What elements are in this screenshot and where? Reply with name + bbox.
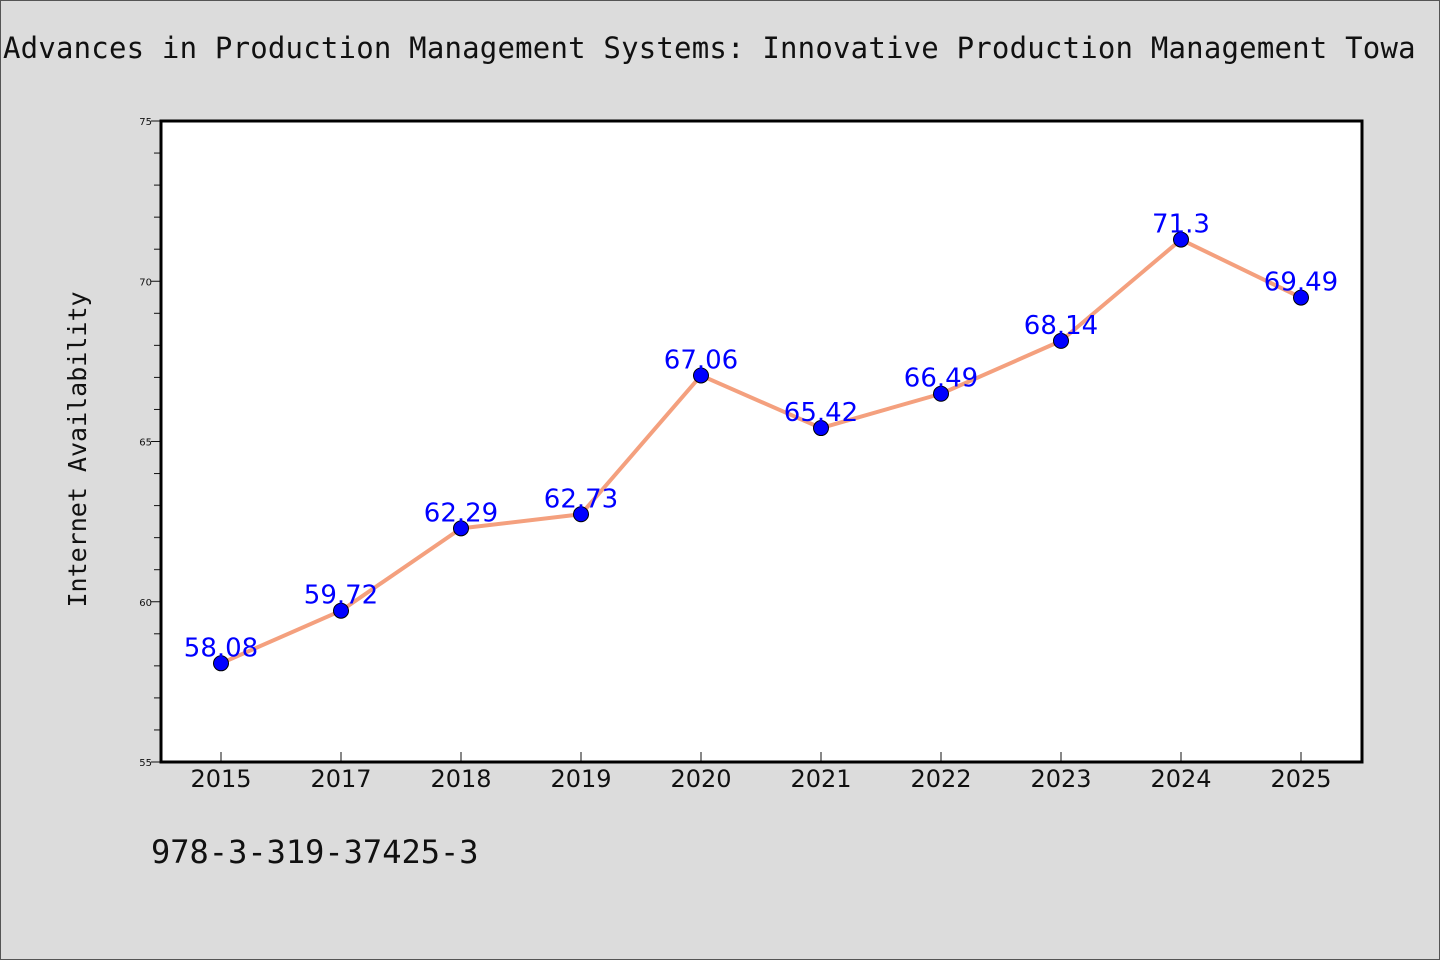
- data-point: [933, 385, 949, 402]
- data-label: 69.49: [1264, 268, 1338, 298]
- plot-background: [161, 121, 1362, 762]
- data-point: [693, 367, 709, 384]
- x-tick-label: 2020: [670, 765, 731, 793]
- x-tick-label: 2024: [1150, 765, 1211, 793]
- y-axis-label: Internet Availability: [63, 291, 92, 607]
- data-label: 66.49: [904, 364, 978, 394]
- data-label: 62.29: [424, 498, 498, 528]
- plot-area: 55 60 65 70 75 2015 2017 2018 2019 2020 2021 2022 20…: [63, 117, 1364, 793]
- data-point: [1173, 231, 1189, 248]
- data-label: 68.14: [1024, 311, 1098, 341]
- x-tick-label: 2018: [430, 765, 491, 793]
- x-tick-label: 2021: [790, 765, 851, 793]
- series-line: [219, 237, 1303, 666]
- data-point: [213, 655, 229, 672]
- data-label: 62.73: [544, 484, 618, 514]
- data-point: [333, 602, 349, 619]
- data-point: [573, 506, 589, 523]
- data-label: 59.72: [304, 581, 378, 611]
- isbn-footnote: 978-3-319-37425-3: [151, 833, 479, 871]
- x-tick-label: 2019: [550, 765, 611, 793]
- x-tick-label: 2023: [1030, 765, 1091, 793]
- data-point: [453, 520, 469, 537]
- data-point: [813, 420, 829, 437]
- chart-title: Advances in Production Management System…: [3, 31, 1416, 65]
- y-tick-label: 70: [139, 277, 152, 288]
- y-tick-label: 55: [139, 758, 152, 769]
- data-label: 65.42: [784, 398, 858, 428]
- data-label: 58.08: [184, 633, 258, 663]
- data-label: 67.06: [664, 345, 738, 375]
- x-tick-label: 2025: [1270, 765, 1331, 793]
- x-tick-label: 2017: [310, 765, 371, 793]
- x-tick-label: 2015: [190, 765, 251, 793]
- x-tick-label: 2022: [910, 765, 971, 793]
- data-label: 71.3: [1152, 210, 1210, 240]
- y-tick-label: 65: [139, 438, 152, 449]
- data-point: [1293, 289, 1309, 306]
- y-tick-label: 75: [139, 117, 152, 128]
- data-point: [1053, 332, 1069, 349]
- y-tick-label: 60: [139, 598, 152, 609]
- plot-frame: [159, 119, 1364, 764]
